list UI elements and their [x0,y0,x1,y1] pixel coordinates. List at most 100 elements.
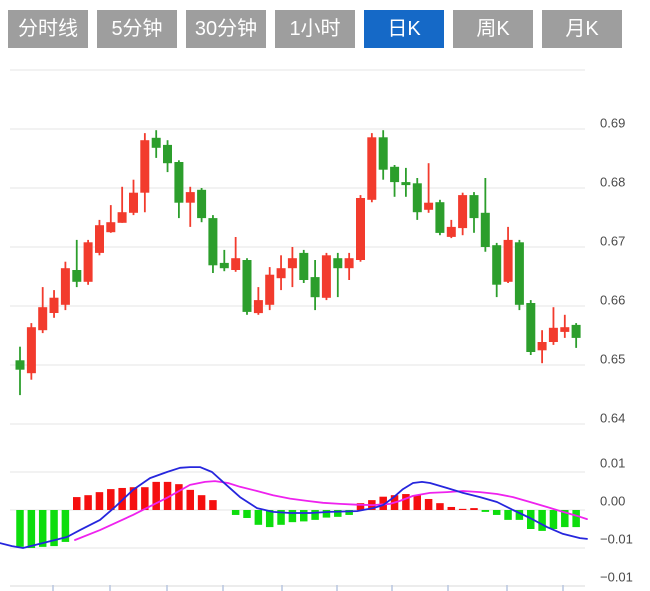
macd-bar-up [152,481,160,510]
macd-bar-down [322,510,331,518]
macd-bar-down [38,510,47,547]
candle-body [72,270,82,282]
tab-timeline[interactable]: 分时线 [8,10,88,48]
macd-bar-down [572,510,580,528]
candle-body [174,162,184,203]
candle-body [49,297,59,313]
price-axis-label: 0.65 [600,352,625,367]
price-axis-label: 0.66 [600,293,625,308]
macd-bar-up [73,497,81,510]
candle-body [140,140,150,193]
macd-bar-down [300,510,308,522]
candle-body [38,307,48,331]
candle-body [548,327,558,342]
candle-body [424,202,434,210]
macd-bar-down [345,510,353,515]
candle-body [356,198,365,260]
price-axis-label: 0.68 [600,175,625,190]
candle-body [60,268,70,305]
tab-monthly-k[interactable]: 月K [542,10,622,48]
macd-bar-down [16,510,24,547]
price-axis-label: 0.69 [600,116,625,131]
macd-bar-up [356,503,365,510]
candle-body [185,192,195,203]
candle-body [367,137,377,200]
macd-bar-down [231,510,240,515]
price-axis-label: 0.67 [600,234,625,249]
candle-body [276,268,286,279]
candle-body [83,242,93,282]
tab-30min[interactable]: 30分钟 [186,10,266,48]
macd-axis-label: 0.00 [600,494,625,509]
candle-body [378,137,388,170]
candle-body [15,360,25,370]
macd-bar-up [379,496,387,510]
candle-body [208,218,218,266]
tab-5min[interactable]: 5分钟 [97,10,177,48]
macd-bar-down [243,510,251,518]
macd-bar-up [402,494,410,510]
macd-bar-down [50,510,58,547]
candle-body [231,258,241,270]
candle-body [469,195,479,219]
macd-bar-up [175,484,183,510]
candle-body [503,239,513,282]
dif-line [0,466,588,549]
macd-bar-up [413,495,421,510]
macd-bar-up [129,487,138,510]
candle-body [571,324,581,338]
macd-bar-down [515,510,524,520]
candle-body [219,262,229,269]
candle-body [287,258,297,269]
tab-weekly-k[interactable]: 周K [453,10,533,48]
macd-bar-down [27,510,36,548]
macd-bar-down [288,510,297,523]
candle-body [253,300,263,314]
candle-body [129,192,138,213]
candle-body [242,260,252,312]
macd-bar-up [186,489,194,510]
candle-body [401,182,411,186]
macd-bar-down [254,510,263,525]
macd-bar-down [527,510,535,529]
candle-body [117,212,127,223]
macd-bar-down [538,510,546,531]
candle-body [321,255,331,298]
macd-bar-up [95,492,104,510]
candle-body [480,212,490,247]
candle-body [95,225,104,253]
candle-body [344,258,354,269]
candle-body [299,252,309,280]
macd-axis-label: −0.01 [600,532,633,547]
candle-body [526,303,536,352]
macd-bar-up [458,508,467,510]
macd-axis-label: 0.01 [600,456,625,471]
macd-bar-down [311,510,319,520]
tab-daily-k[interactable]: 日K [364,10,444,48]
macd-bar-up [163,481,172,510]
macd-bar-up [424,498,433,510]
candle-body [492,245,502,285]
candle-body [435,202,445,233]
macd-axis-label: −0.01 [600,570,633,585]
candle-body [26,327,36,374]
macd-bar-down [549,510,558,529]
macd-bar-up [436,503,444,510]
candle-body [163,144,172,164]
candle-body [390,166,400,183]
candle-body [151,137,161,148]
interval-tabs: 分时线 5分钟 30分钟 1小时 日K 周K 月K [8,10,622,48]
candle-body [106,222,116,233]
macd-bar-up [197,495,206,510]
price-axis-label: 0.64 [600,411,625,426]
macd-bar-down [561,510,569,528]
macd-bar-up [141,487,149,510]
candle-body [458,195,468,229]
macd-bar-down [61,510,70,542]
macd-bar-up [107,489,115,510]
tab-1hour[interactable]: 1小时 [275,10,355,48]
candle-body [333,258,343,269]
macd-bar-down [265,510,274,528]
